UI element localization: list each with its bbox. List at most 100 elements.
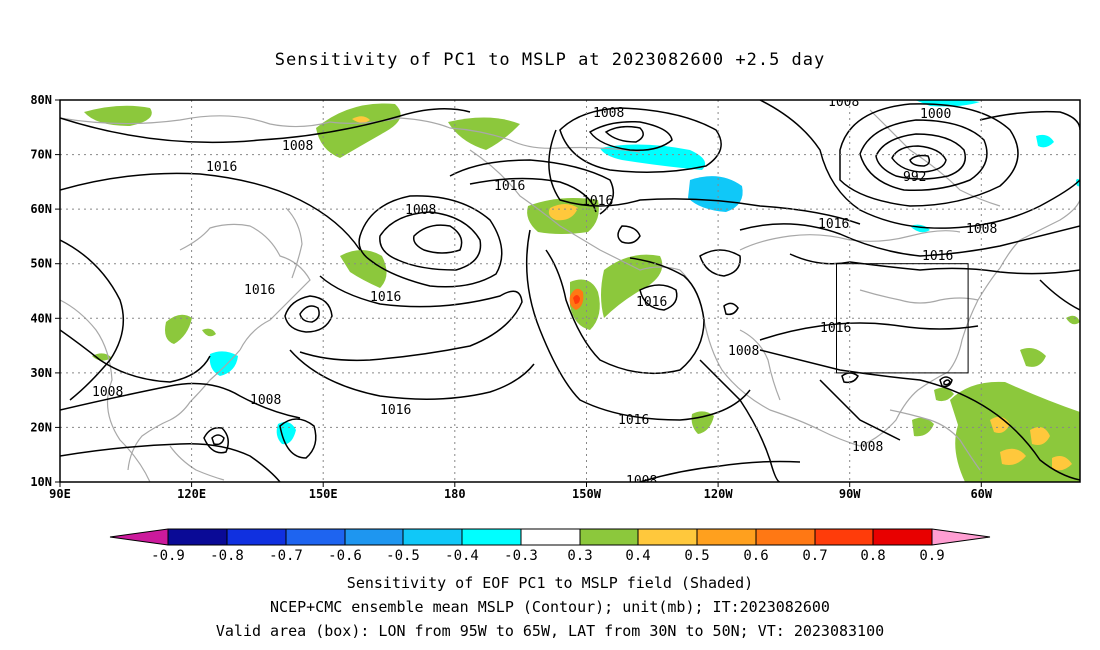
contour-label: 1016 [618, 413, 649, 428]
contour-label: 1016 [636, 295, 667, 310]
colorbar: -0.9 -0.8 -0.7 -0.6 -0.5 -0.4 -0.3 0.3 0… [109, 528, 991, 564]
contour-label: 1008 [626, 474, 657, 489]
caption-line-2: NCEP+CMC ensemble mean MSLP (Contour); u… [270, 598, 830, 616]
colorbar-swatch [521, 529, 580, 545]
shade-positive [573, 295, 580, 304]
contour-label: 1016 [582, 194, 613, 209]
lat-label: 60N [30, 202, 52, 216]
shade-positive [934, 387, 954, 402]
colorbar-swatch [403, 529, 462, 545]
colorbar-swatch [168, 529, 227, 545]
colorbar-label: 0.8 [860, 548, 885, 564]
contour-label: 1008 [728, 344, 759, 359]
colorbar-label: -0.3 [504, 548, 538, 564]
colorbar-swatch [110, 529, 168, 545]
contour-label: 1008 [282, 139, 313, 154]
shade-positive [165, 314, 192, 344]
longitude-labels: 90E 120E 150E 180 150W 120W 90W 60W [49, 487, 993, 501]
colorbar-label: -0.9 [151, 548, 185, 564]
colorbar-label: 0.3 [567, 548, 592, 564]
colorbar-label: 0.7 [802, 548, 827, 564]
contour-label: 1016 [494, 179, 525, 194]
contour-label: 1008 [593, 106, 624, 121]
lon-label: 60W [970, 487, 992, 501]
shade-positive [1052, 456, 1072, 471]
shade-positive [548, 204, 578, 221]
lon-label: 90W [839, 487, 861, 501]
map-title: Sensitivity of PC1 to MSLP at 2023082600… [274, 50, 826, 70]
lat-label: 10N [30, 475, 52, 489]
shade-negative [1036, 134, 1054, 148]
caption-line-3: Valid area (box): LON from 95W to 65W, L… [215, 622, 885, 640]
shade-positive [601, 254, 663, 318]
axis-ticks [55, 99, 982, 487]
colorbar-swatch [580, 529, 638, 545]
contour-label: 1008 [92, 385, 123, 400]
colorbar-swatch [286, 529, 345, 545]
colorbar-swatch [345, 529, 403, 545]
shade-positive [1030, 427, 1050, 445]
contour-label: 1008 [250, 393, 281, 408]
gridlines [60, 100, 1080, 482]
shade-positive [448, 117, 520, 150]
shade-negative [600, 144, 706, 170]
contour-label: 1016 [206, 160, 237, 175]
lon-label: 150E [309, 487, 338, 501]
lat-label: 20N [30, 420, 52, 434]
shade-positive [1066, 315, 1080, 325]
lon-label: 150W [572, 487, 602, 501]
contour-label: 1008 [852, 440, 883, 455]
shaded-sensitivity [84, 100, 1080, 482]
contour-label: 1016 [244, 283, 275, 298]
contour-label: 1016 [370, 290, 401, 305]
colorbar-swatch [227, 529, 286, 545]
colorbar-label: -0.6 [328, 548, 362, 564]
contour-label: 1008 [405, 203, 436, 218]
lon-label: 180 [444, 487, 466, 501]
shade-positive [1000, 448, 1026, 465]
lon-label: 90E [49, 487, 71, 501]
lat-label: 30N [30, 366, 52, 380]
colorbar-swatch [697, 529, 756, 545]
colorbar-label: 0.4 [625, 548, 650, 564]
lon-label: 120W [704, 487, 734, 501]
colorbar-label: -0.7 [269, 548, 303, 564]
shade-positive [316, 103, 401, 158]
shade-positive [202, 328, 216, 337]
colorbar-swatch [932, 529, 990, 545]
shade-negative [276, 422, 296, 445]
contour-label: 1016 [820, 321, 851, 336]
valid-area-box [836, 263, 969, 374]
shade-positive [352, 116, 370, 123]
contour-label: 1008 [966, 222, 997, 237]
shade-negative [209, 351, 238, 376]
colorbar-label: 0.6 [743, 548, 768, 564]
shade-positive [912, 417, 934, 437]
contour-label-group: 1008 1016 1016 1008 1016 1008 1016 1016 … [92, 95, 997, 489]
colorbar-label: -0.4 [445, 548, 479, 564]
shade-positive [92, 353, 112, 361]
contour-label: 1016 [818, 217, 849, 232]
contour-label: 992 [903, 170, 926, 185]
lon-label: 120E [177, 487, 206, 501]
latitude-labels: 80N 70N 60N 50N 40N 30N 20N 10N [30, 93, 52, 489]
lat-label: 50N [30, 257, 52, 271]
contour-label: 1000 [920, 107, 951, 122]
lat-label: 40N [30, 311, 52, 325]
colorbar-swatch [873, 529, 932, 545]
colorbar-swatch [815, 529, 873, 545]
contour-label: 1016 [922, 249, 953, 264]
colorbar-label: -0.8 [210, 548, 244, 564]
map-frame [59, 99, 1081, 483]
colorbar-swatch [462, 529, 521, 545]
colorbar-label: -0.5 [386, 548, 420, 564]
colorbar-label: 0.9 [919, 548, 944, 564]
contour-label: 1016 [380, 403, 411, 418]
lat-label: 70N [30, 148, 52, 162]
colorbar-label: 0.5 [684, 548, 709, 564]
shade-positive [1020, 348, 1046, 367]
colorbar-swatch [638, 529, 697, 545]
contour-label: 1008 [828, 95, 859, 110]
shade-negative [915, 100, 980, 107]
